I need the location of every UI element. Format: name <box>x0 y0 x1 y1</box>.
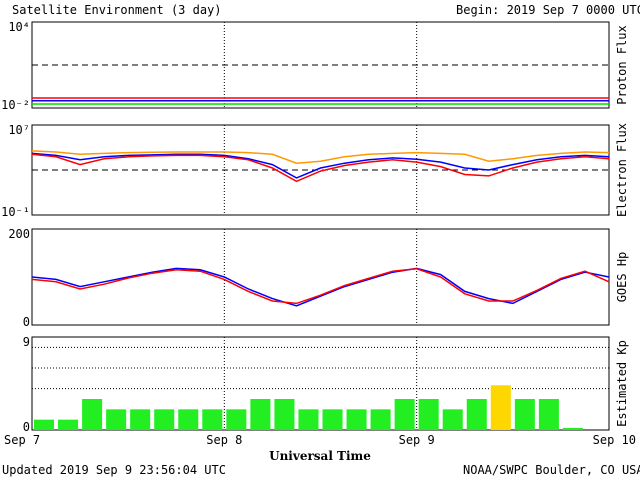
kp-bar <box>346 409 367 430</box>
x-tick-label: Sep 8 <box>206 433 242 447</box>
kp-ylabel: Estimated Kp <box>615 340 629 427</box>
electron-ylabel: Electron Flux <box>615 123 629 217</box>
x-tick-label: Sep 9 <box>399 433 435 447</box>
kp-frame <box>31 336 610 431</box>
credit-label: NOAA/SWPC Boulder, CO USA <box>463 463 640 477</box>
kp-bar <box>274 399 295 430</box>
kp-bar <box>34 419 55 430</box>
kp-bar <box>490 385 511 430</box>
kp-bar <box>202 409 223 430</box>
x-axis-label: Universal Time <box>269 449 371 463</box>
proton-ylabel: Proton Flux <box>615 25 629 104</box>
kp-bar <box>154 409 175 430</box>
kp-bar <box>226 409 247 430</box>
x-tick-label: Sep 10 <box>593 433 636 447</box>
kp-bar <box>562 427 583 430</box>
kp-bar <box>178 409 199 430</box>
updated-timestamp: Updated 2019 Sep 9 23:56:04 UTC <box>2 463 226 477</box>
kp-bar <box>514 399 535 430</box>
goes-series-1 <box>31 268 610 305</box>
goes-series-0 <box>31 267 610 307</box>
begin-time: Begin: 2019 Sep 7 0000 UTC <box>456 3 640 17</box>
kp-bar <box>106 409 127 430</box>
kp-bar <box>130 409 151 430</box>
electron-series-0 <box>31 150 610 164</box>
electron-series-1 <box>31 152 610 179</box>
proton-ytick-top: 10⁴ <box>8 20 30 34</box>
kp-ytick-bottom: 0 <box>23 420 30 434</box>
kp-bar <box>442 409 463 430</box>
goes-ytick-bottom: 0 <box>23 315 30 329</box>
proton-ytick-bottom: 10⁻² <box>1 98 30 112</box>
electron-ytick-top: 10⁷ <box>8 123 30 137</box>
kp-bar <box>538 399 559 430</box>
kp-bar <box>466 399 487 430</box>
electron-ytick-bottom: 10⁻¹ <box>1 205 30 219</box>
kp-ytick-top: 9 <box>23 335 30 349</box>
x-tick-label: Sep 7 <box>4 433 40 447</box>
goes-ytick-top: 200 <box>8 227 30 241</box>
kp-bar <box>298 409 319 430</box>
electron-series-2 <box>31 153 610 183</box>
kp-bar <box>82 399 103 430</box>
chart-title: Satellite Environment (3 day) <box>12 3 222 17</box>
kp-bar <box>394 399 415 430</box>
kp-bar <box>370 409 391 430</box>
kp-bar <box>322 409 343 430</box>
kp-bar <box>418 399 439 430</box>
kp-bar <box>58 419 79 430</box>
goes-frame <box>31 228 610 326</box>
goes-ylabel: GOES Hp <box>615 252 629 303</box>
kp-bar <box>250 399 271 430</box>
